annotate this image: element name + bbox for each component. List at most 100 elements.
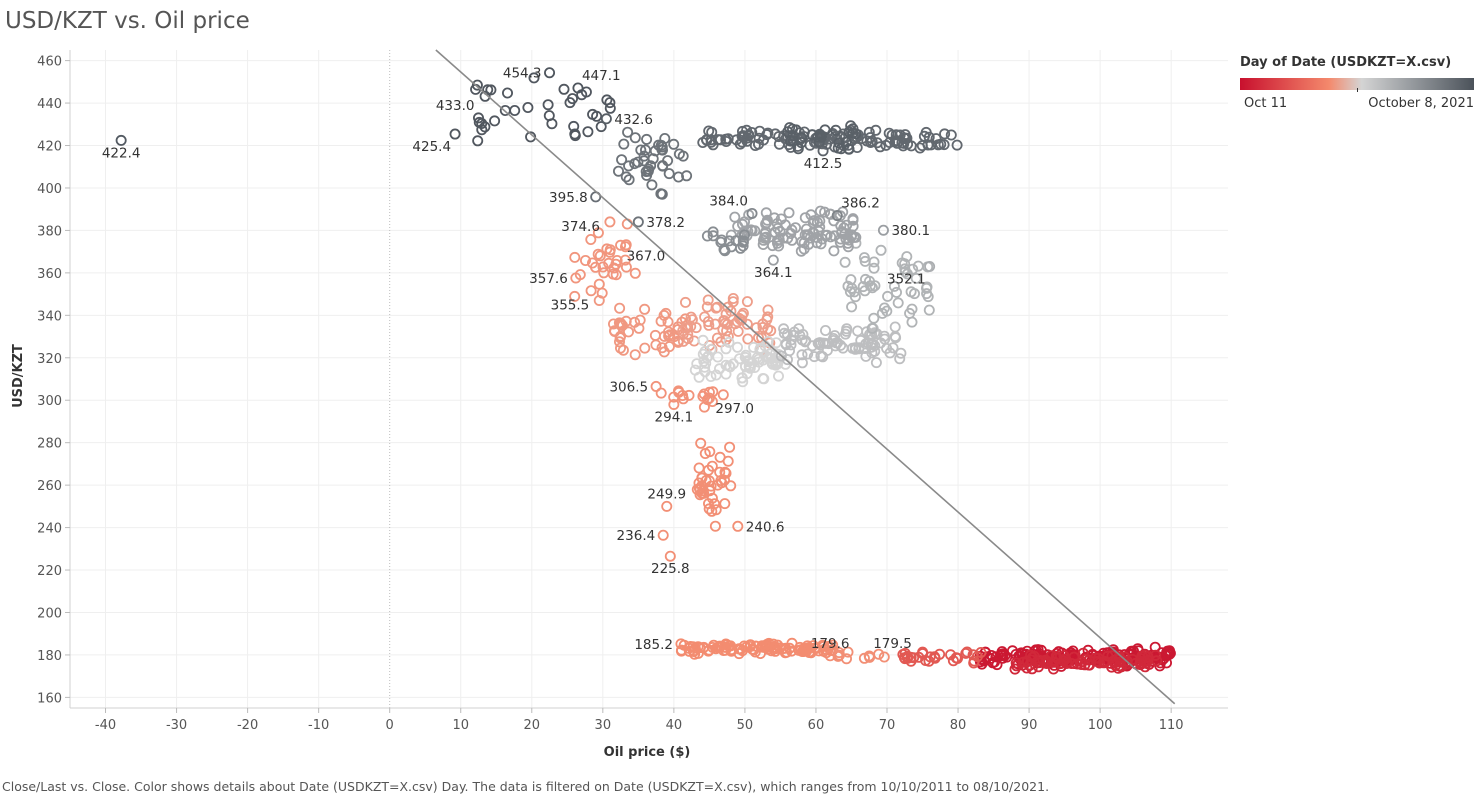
data-point[interactable] [836,225,848,237]
data-point[interactable] [712,479,724,491]
labeled-data-point[interactable] [604,216,616,228]
data-point[interactable] [757,372,769,384]
data-point[interactable] [590,261,602,273]
data-point[interactable] [489,115,501,127]
data-point[interactable] [715,134,727,146]
data-point[interactable] [688,646,700,658]
data-point[interactable] [522,102,534,114]
data-point[interactable] [732,220,744,232]
data-point[interactable] [744,362,756,374]
data-point[interactable] [604,97,616,109]
data-point[interactable] [925,139,937,151]
data-point[interactable] [879,302,891,314]
data-point[interactable] [923,131,935,143]
data-point[interactable] [761,314,773,326]
data-point[interactable] [961,646,973,658]
data-point[interactable] [899,263,911,275]
data-point[interactable] [668,138,680,150]
labeled-data-point[interactable] [664,550,676,562]
labeled-data-point[interactable] [650,380,662,392]
data-point[interactable] [811,216,823,228]
data-point[interactable] [706,126,718,138]
data-point[interactable] [863,126,875,138]
data-point[interactable] [839,256,851,268]
data-point[interactable] [814,205,826,217]
data-point[interactable] [874,141,886,153]
data-point[interactable] [629,132,641,144]
data-point[interactable] [971,651,983,663]
data-point[interactable] [1009,663,1021,675]
data-point[interactable] [910,272,922,284]
data-point[interactable] [795,137,807,149]
labeled-data-point[interactable] [675,638,687,650]
data-point[interactable] [646,179,658,191]
data-point[interactable] [878,651,890,663]
data-point[interactable] [808,227,820,239]
data-point[interactable] [841,323,853,335]
data-point[interactable] [917,646,929,658]
data-point[interactable] [1026,663,1038,675]
data-point[interactable] [894,353,906,365]
data-point[interactable] [786,234,798,246]
data-point[interactable] [819,643,831,655]
data-point[interactable] [840,136,852,148]
data-point[interactable] [620,171,632,183]
data-point[interactable] [649,329,661,341]
data-point[interactable] [723,336,735,348]
data-point[interactable] [748,341,760,353]
data-point[interactable] [613,165,625,177]
data-point[interactable] [746,357,758,369]
data-point[interactable] [645,160,657,172]
data-point[interactable] [844,286,856,298]
data-point[interactable] [860,350,872,362]
data-point[interactable] [798,243,810,255]
data-point[interactable] [870,357,882,369]
data-point[interactable] [567,93,579,105]
data-point[interactable] [632,156,644,168]
data-point[interactable] [737,236,749,248]
data-point[interactable] [817,337,829,349]
data-point[interactable] [1025,649,1037,661]
data-point[interactable] [690,322,702,334]
data-point[interactable] [707,230,719,242]
data-point[interactable] [639,303,651,315]
data-point[interactable] [689,364,701,376]
data-point[interactable] [737,240,749,252]
data-point[interactable] [1161,646,1173,658]
data-point[interactable] [729,211,741,223]
data-point[interactable] [891,286,903,298]
data-point[interactable] [884,347,896,359]
labeled-data-point[interactable] [600,113,612,125]
data-point[interactable] [875,244,887,256]
data-point[interactable] [702,316,714,328]
data-point[interactable] [473,116,485,128]
data-point[interactable] [740,349,752,361]
data-point[interactable] [892,297,904,309]
data-point[interactable] [785,339,797,351]
data-point[interactable] [680,296,692,308]
data-point[interactable] [580,254,592,266]
data-point[interactable] [620,261,632,273]
data-point[interactable] [742,333,754,345]
data-point[interactable] [472,135,484,147]
data-point[interactable] [770,348,782,360]
data-point[interactable] [924,651,936,663]
data-point[interactable] [882,290,894,302]
data-point[interactable] [720,368,732,380]
data-point[interactable] [766,358,778,370]
data-point[interactable] [709,520,721,532]
data-point[interactable] [906,316,918,328]
data-point[interactable] [616,154,628,166]
data-point[interactable] [835,143,847,155]
labeled-data-point[interactable] [544,67,556,79]
data-point[interactable] [840,328,852,340]
data-point[interactable] [815,350,827,362]
data-point[interactable] [805,209,817,221]
data-point[interactable] [846,229,858,241]
data-point[interactable] [615,319,627,331]
data-point[interactable] [835,339,847,351]
data-point[interactable] [621,218,633,230]
data-point[interactable] [597,261,609,273]
data-point[interactable] [773,370,785,382]
labeled-data-point[interactable] [767,254,779,266]
